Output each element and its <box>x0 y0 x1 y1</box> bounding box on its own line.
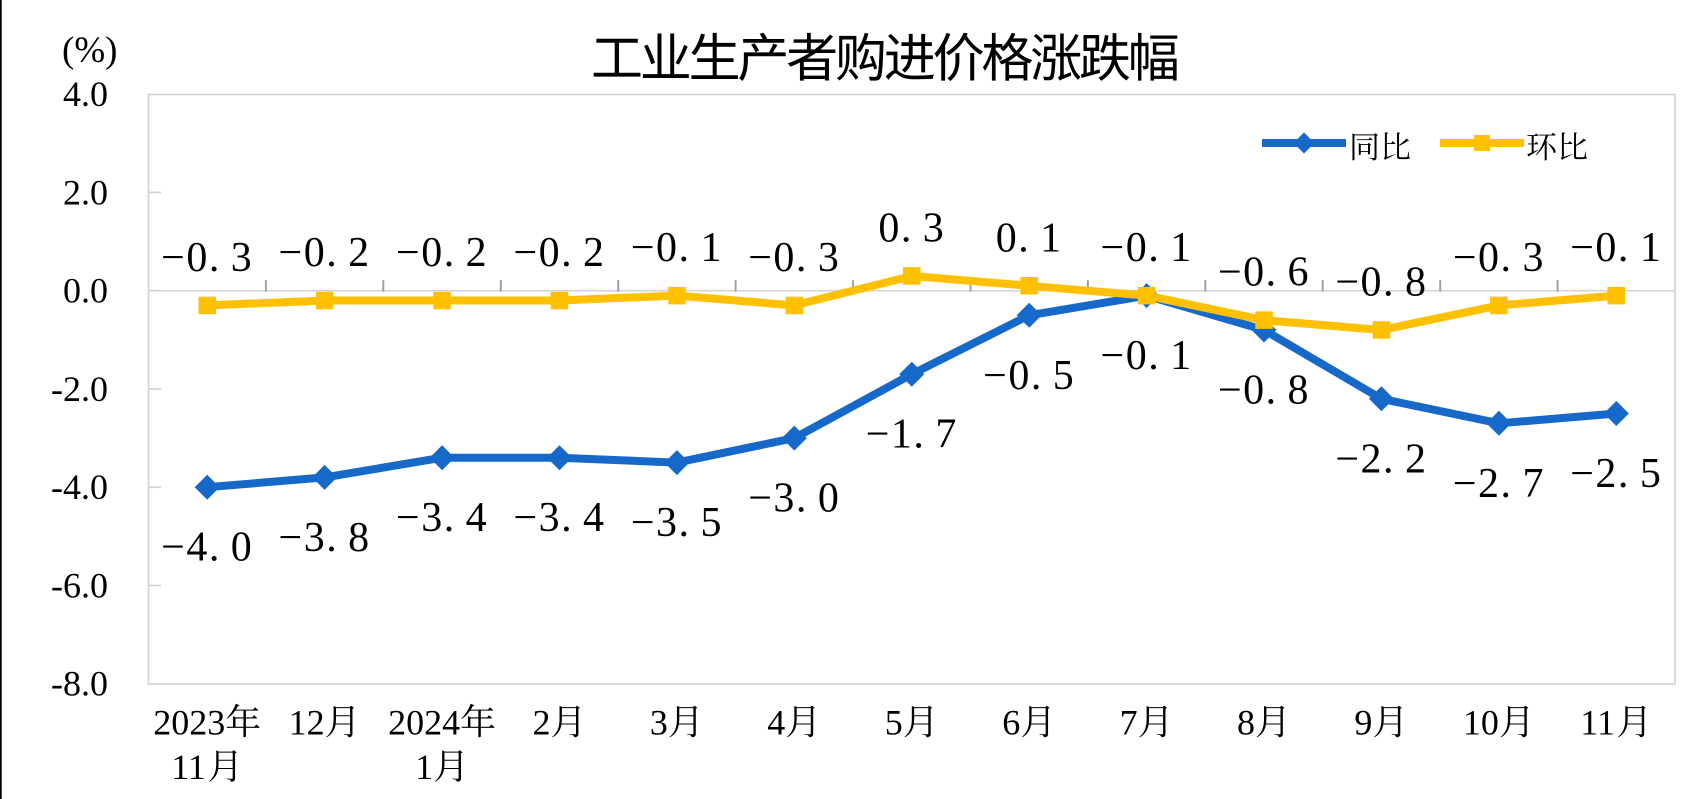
svg-text:(%): (%) <box>62 30 117 71</box>
svg-text:-2.0: -2.0 <box>51 369 108 409</box>
svg-text:−0. 8: −0. 8 <box>1335 260 1427 306</box>
svg-text:−3. 0: −3. 0 <box>748 476 840 522</box>
svg-text:-4.0: -4.0 <box>51 467 108 507</box>
svg-text:−0. 3: −0. 3 <box>748 235 840 281</box>
svg-text:2023: 2023 <box>153 703 225 743</box>
svg-text:−0. 2: −0. 2 <box>279 230 371 276</box>
svg-text:−2. 7: −2. 7 <box>1453 461 1545 507</box>
svg-text:3: 3 <box>650 703 668 743</box>
svg-text:9: 9 <box>1354 703 1372 743</box>
svg-text:2.0: 2.0 <box>63 172 108 212</box>
svg-text:−0. 3: −0. 3 <box>161 235 253 281</box>
svg-text:8: 8 <box>1237 703 1255 743</box>
svg-text:−3. 8: −3. 8 <box>279 515 371 561</box>
svg-text:−4. 0: −4. 0 <box>161 525 253 571</box>
svg-text:10: 10 <box>1463 703 1499 743</box>
svg-text:-8.0: -8.0 <box>51 664 108 704</box>
svg-text:6: 6 <box>1002 703 1020 743</box>
svg-text:4: 4 <box>767 703 785 743</box>
svg-text:−0. 3: −0. 3 <box>1453 235 1545 281</box>
svg-text:−2. 2: −2. 2 <box>1335 436 1427 482</box>
svg-text:−3. 5: −3. 5 <box>631 500 723 546</box>
svg-text:−0. 8: −0. 8 <box>1218 368 1310 414</box>
svg-text:5: 5 <box>885 703 903 743</box>
svg-text:2024: 2024 <box>388 703 460 743</box>
svg-text:7: 7 <box>1120 703 1138 743</box>
svg-text:-6.0: -6.0 <box>51 566 108 606</box>
svg-text:1: 1 <box>415 747 433 787</box>
svg-text:−2. 5: −2. 5 <box>1570 451 1662 497</box>
svg-text:−0. 1: −0. 1 <box>1570 225 1662 271</box>
svg-text:−1. 7: −1. 7 <box>866 412 958 458</box>
svg-text:−3. 4: −3. 4 <box>396 495 488 541</box>
svg-text:−3. 4: −3. 4 <box>513 495 605 541</box>
svg-text:−0. 2: −0. 2 <box>396 230 488 276</box>
svg-text:11: 11 <box>171 747 206 787</box>
svg-text:2: 2 <box>533 703 551 743</box>
svg-text:−0. 1: −0. 1 <box>1101 333 1193 379</box>
svg-text:−0. 5: −0. 5 <box>983 353 1075 399</box>
svg-text:0. 3: 0. 3 <box>878 206 945 252</box>
svg-text:−0. 1: −0. 1 <box>1101 225 1193 271</box>
svg-text:11: 11 <box>1580 703 1615 743</box>
svg-text:12: 12 <box>289 703 325 743</box>
svg-text:4.0: 4.0 <box>63 74 108 114</box>
svg-text:−0. 1: −0. 1 <box>631 225 723 271</box>
svg-text:−0. 2: −0. 2 <box>513 230 605 276</box>
svg-text:−0. 6: −0. 6 <box>1218 250 1310 296</box>
svg-text:0. 1: 0. 1 <box>996 215 1063 261</box>
svg-text:0.0: 0.0 <box>63 271 108 311</box>
